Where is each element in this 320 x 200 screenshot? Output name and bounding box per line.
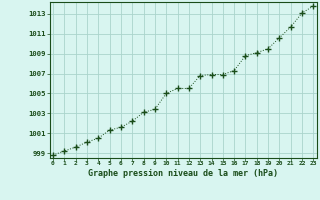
X-axis label: Graphe pression niveau de la mer (hPa): Graphe pression niveau de la mer (hPa) <box>88 169 278 178</box>
